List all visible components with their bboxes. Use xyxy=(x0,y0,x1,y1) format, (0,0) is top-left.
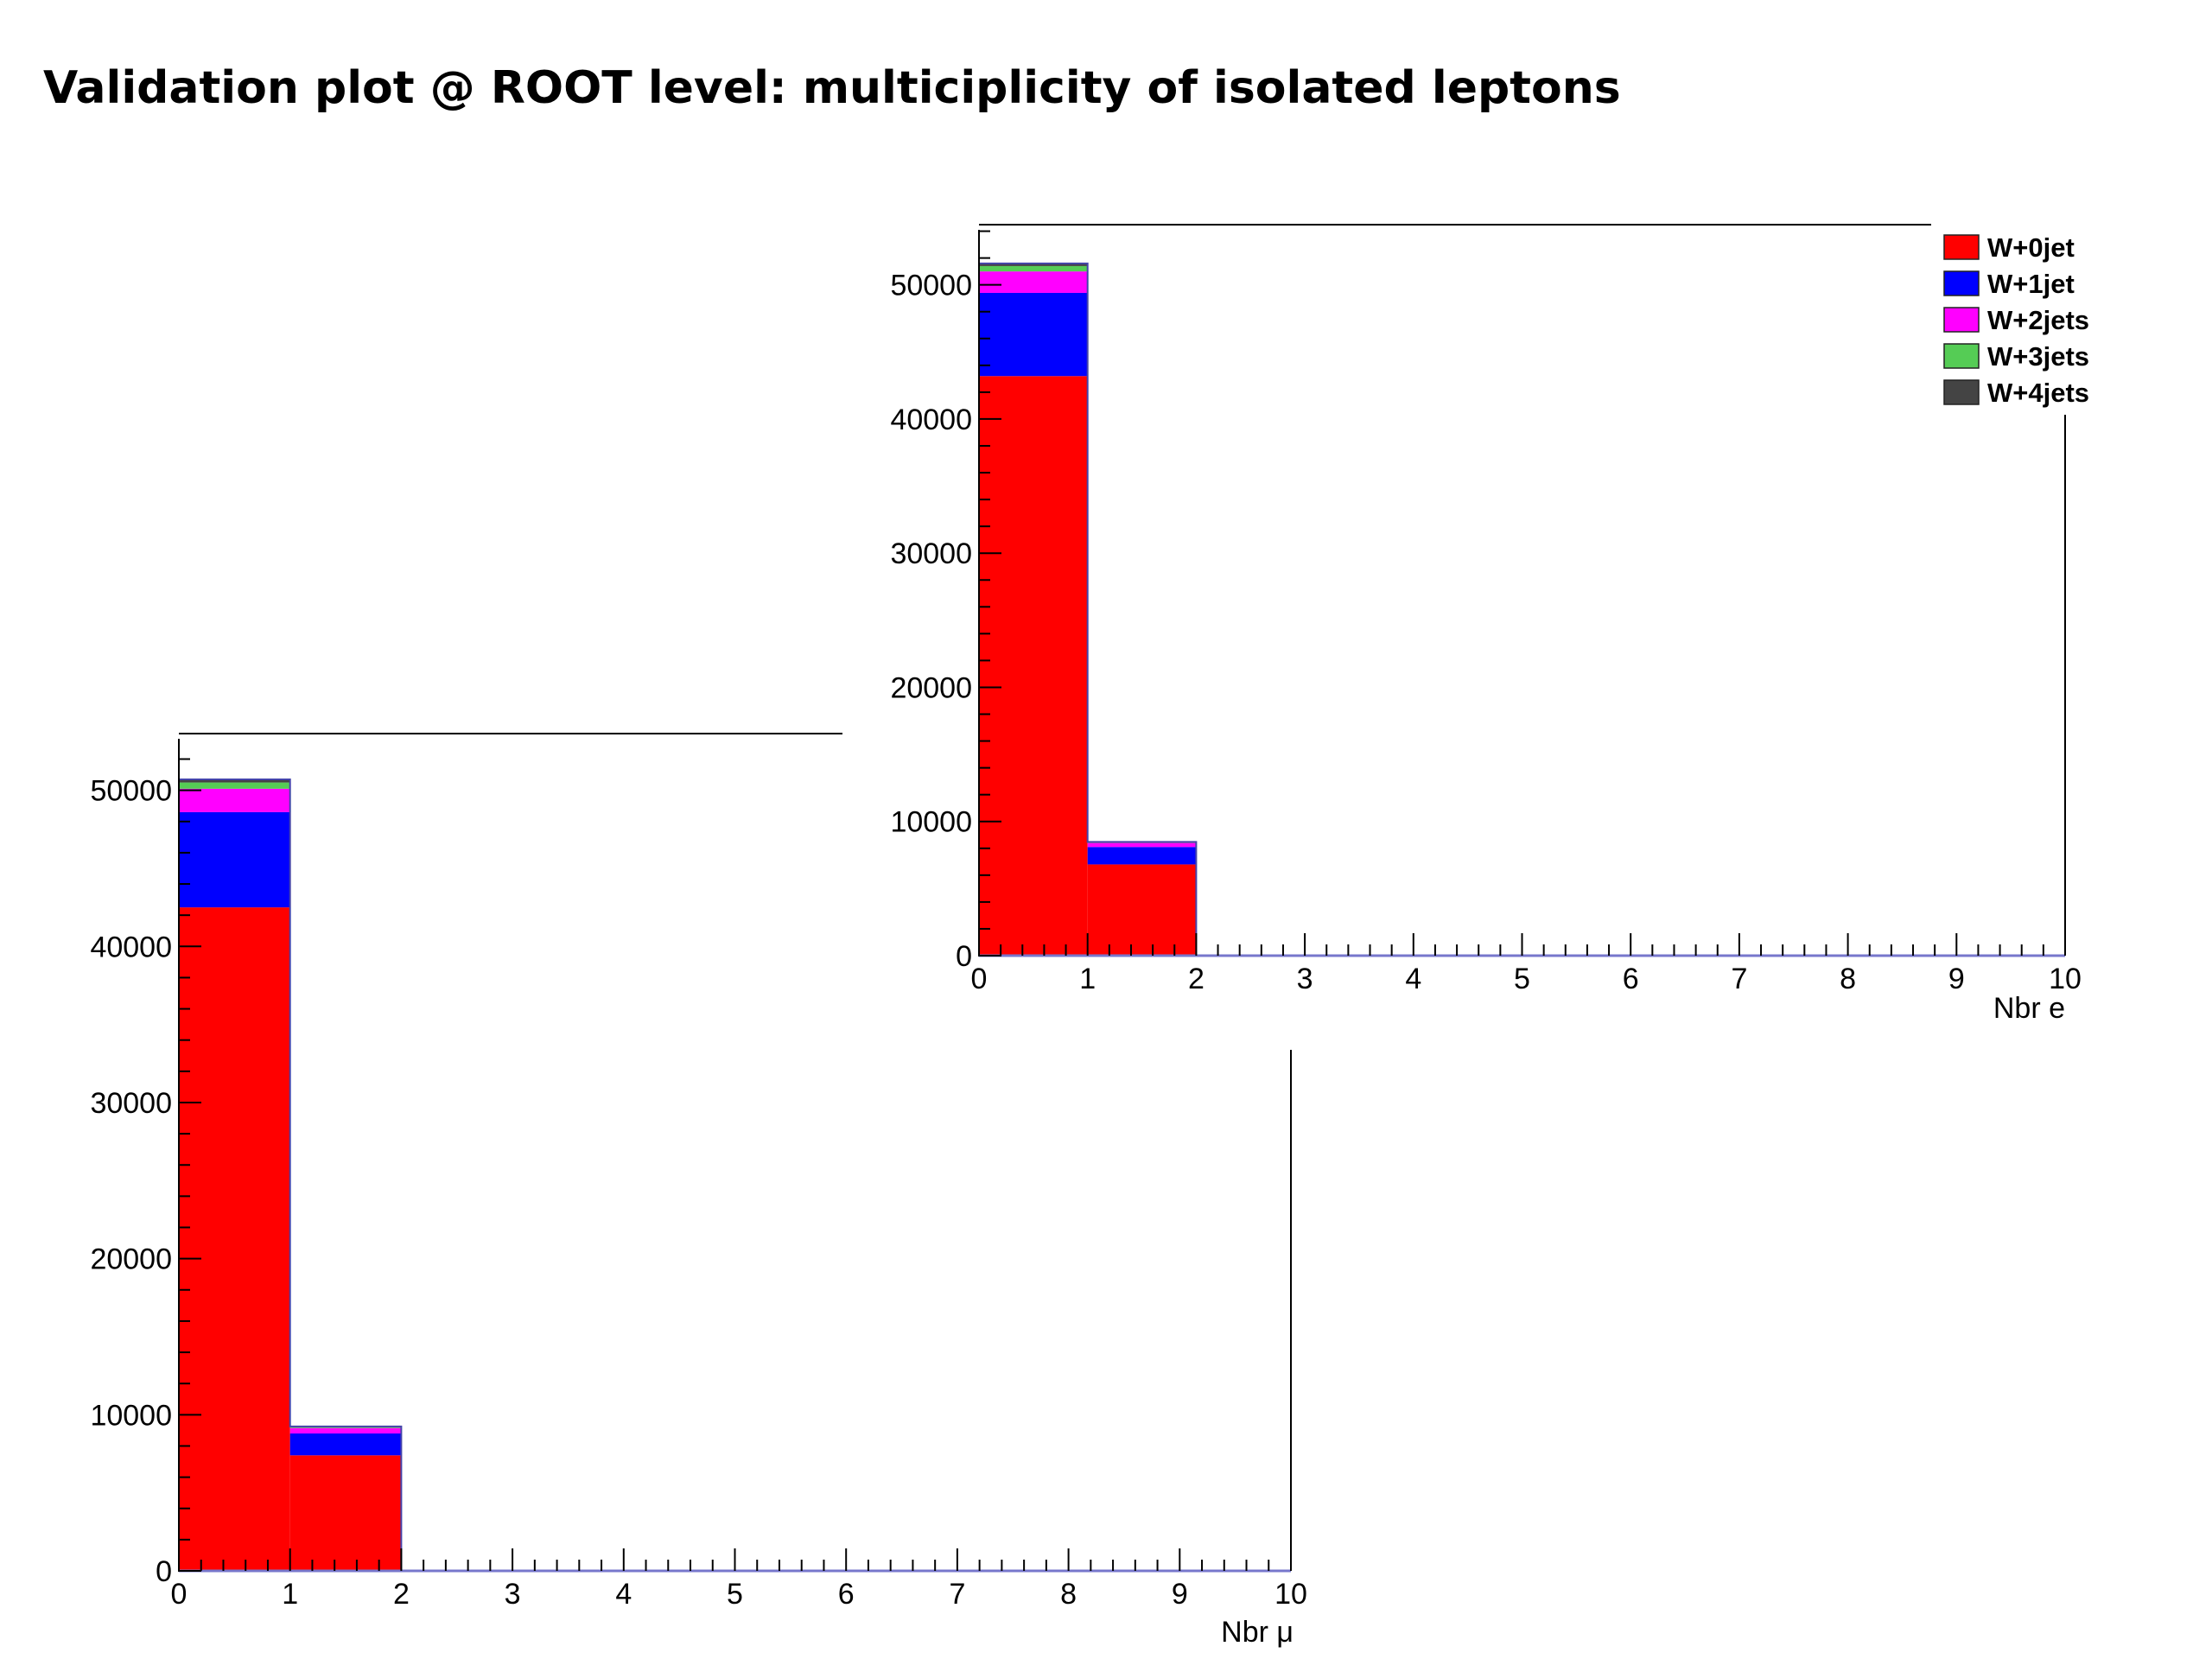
electron-bar-w3jets-bin-0 xyxy=(979,265,1088,272)
electron-x-tick-label: 9 xyxy=(1948,963,1965,995)
electron-bar-w2jets-bin-0 xyxy=(979,271,1088,293)
muon-x-tick-label: 3 xyxy=(505,1578,521,1611)
electron-x-tick-label: 6 xyxy=(1623,963,1639,995)
electron-legend: W+0jet W+1jet W+2jets W+3jets W+4jets xyxy=(1936,227,2091,413)
muon-y-tick-label: 20000 xyxy=(90,1243,172,1276)
muon-x-tick-label: 8 xyxy=(1060,1578,1077,1611)
electron-legend-label: W+4jets xyxy=(1987,378,2089,408)
electron-legend-swatch xyxy=(1943,270,1980,296)
muon-x-tick-label: 10 xyxy=(1274,1578,1307,1611)
muon-y-tick-label: 40000 xyxy=(90,931,172,963)
electron-y-tick-label: 10000 xyxy=(890,806,972,839)
electron-x-tick-label: 8 xyxy=(1840,963,1856,995)
muon-y-tick-label: 10000 xyxy=(90,1399,172,1432)
muon-x-tick-label: 7 xyxy=(949,1578,965,1611)
muon-bars xyxy=(178,778,1291,1572)
electron-plot-background xyxy=(976,225,2069,955)
muon-bar-w4jets-bin-0 xyxy=(179,779,290,783)
electron-x-tick-label: 2 xyxy=(1188,963,1205,995)
muon-bar-w3jets-bin-0 xyxy=(179,782,290,789)
electron-legend-swatch xyxy=(1943,343,1980,369)
muon-x-tick-label: 6 xyxy=(838,1578,855,1611)
electron-legend-swatch xyxy=(1943,234,1980,260)
electron-legend-label: W+1jet xyxy=(1987,269,2075,299)
electron-axes xyxy=(978,224,2066,957)
muon-axes xyxy=(178,733,1292,1573)
electron-y-tick-label: 40000 xyxy=(890,404,972,436)
electron-x-tick-label: 1 xyxy=(1079,963,1096,995)
electron-bar-w0jet-bin-0 xyxy=(979,376,1088,956)
electron-y-tick-label: 0 xyxy=(956,940,972,973)
muon-x-tick-label: 2 xyxy=(393,1578,410,1611)
electron-x-tick-label: 10 xyxy=(2049,963,2082,995)
electron-bar-w1jet-bin-1 xyxy=(1087,847,1197,865)
muon-y-tick-label: 50000 xyxy=(90,775,172,808)
muon-bar-w2jets-bin-1 xyxy=(289,1427,402,1434)
muon-x-tick-labels: 0 1 2 3 4 5 6 7 8 9 10 xyxy=(171,1578,1307,1611)
electron-legend-swatch xyxy=(1943,307,1980,333)
electron-bar-w0jet-bin-1 xyxy=(1087,864,1197,956)
muon-x-tick-label: 1 xyxy=(282,1578,298,1611)
muon-bar-w1jet-bin-1 xyxy=(289,1433,402,1456)
muon-y-tick-label: 30000 xyxy=(90,1087,172,1120)
electron-x-tick-label: 0 xyxy=(971,963,988,995)
electron-legend-swatch xyxy=(1943,379,1980,405)
electron-x-tick-label: 7 xyxy=(1731,963,1747,995)
electron-x-tick-label: 3 xyxy=(1297,963,1313,995)
electron-bar-w1jet-bin-0 xyxy=(979,292,1088,377)
muon-bar-w1jet-bin-0 xyxy=(179,811,290,908)
electron-bar-w2jets-bin-1 xyxy=(1087,842,1197,848)
slide-title: Validation plot @ ROOT level: multicipli… xyxy=(43,62,1621,114)
muon-x-tick-label: 5 xyxy=(727,1578,743,1611)
electron-legend-label: W+3jets xyxy=(1987,341,2089,372)
muon-bar-w0jet-bin-0 xyxy=(179,907,290,1571)
muon-bar-w2jets-bin-0 xyxy=(179,788,290,812)
electron-x-axis-title: Nbr e xyxy=(1993,992,2065,1025)
electron-y-tick-labels: 0 10000 20000 30000 40000 50000 xyxy=(890,270,972,973)
electron-x-tick-labels: 0 1 2 3 4 5 6 7 8 9 10 xyxy=(971,963,2082,995)
electron-legend-label: W+0jet xyxy=(1987,232,2075,263)
muon-y-tick-label: 0 xyxy=(156,1555,172,1588)
muon-x-axis-title: Nbr μ xyxy=(1221,1616,1294,1649)
muon-x-tick-label: 0 xyxy=(171,1578,188,1611)
muon-x-tick-label: 4 xyxy=(615,1578,632,1611)
electron-bar-w4jets-bin-0 xyxy=(979,263,1088,266)
electron-y-tick-label: 20000 xyxy=(890,671,972,704)
electron-y-tick-label: 50000 xyxy=(890,270,972,302)
electron-y-tick-label: 30000 xyxy=(890,537,972,570)
muon-bar-w0jet-bin-1 xyxy=(289,1455,402,1571)
muon-y-tick-labels: 0 10000 20000 30000 40000 50000 xyxy=(90,775,172,1588)
electron-x-tick-label: 4 xyxy=(1405,963,1421,995)
electron-legend-label: W+2jets xyxy=(1987,305,2089,335)
muon-x-tick-label: 9 xyxy=(1172,1578,1188,1611)
electron-bars xyxy=(978,262,2065,957)
electron-x-tick-label: 5 xyxy=(1514,963,1530,995)
